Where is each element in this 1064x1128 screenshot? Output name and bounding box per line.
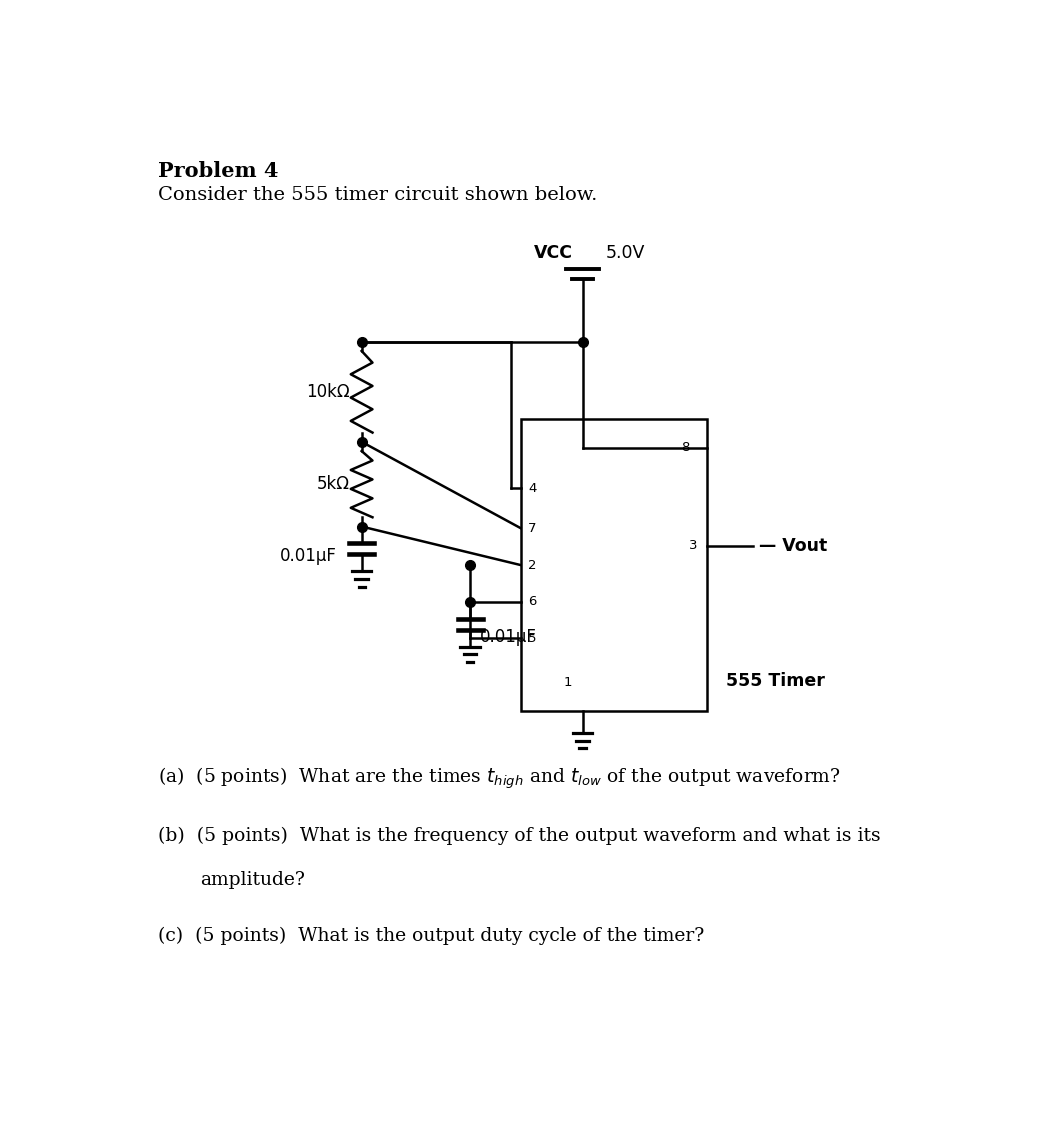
Text: 0.01μF: 0.01μF [280, 547, 337, 565]
Text: 2: 2 [528, 558, 536, 572]
Text: 1: 1 [563, 676, 571, 688]
Text: (c)  (5 points)  What is the output duty cycle of the timer?: (c) (5 points) What is the output duty c… [157, 927, 704, 945]
Text: 0.01μF: 0.01μF [480, 627, 536, 645]
Text: 8: 8 [681, 441, 689, 455]
Text: Consider the 555 timer circuit shown below.: Consider the 555 timer circuit shown bel… [157, 186, 597, 204]
Text: (b)  (5 points)  What is the frequency of the output waveform and what is its: (b) (5 points) What is the frequency of … [157, 827, 880, 845]
Text: 6: 6 [528, 596, 536, 608]
Text: (a)  (5 points)  What are the times $\mathit{t}_{high}$ and $\mathit{t}_{low}$ o: (a) (5 points) What are the times $\math… [157, 765, 841, 791]
Text: 4: 4 [528, 482, 536, 494]
Text: 5kΩ: 5kΩ [317, 475, 350, 493]
Text: — Vout: — Vout [760, 537, 828, 555]
Text: 10kΩ: 10kΩ [306, 382, 350, 400]
Text: 7: 7 [528, 521, 536, 535]
Text: Problem 4: Problem 4 [157, 161, 279, 180]
Text: 5.0V: 5.0V [605, 245, 645, 263]
Bar [520, 418, 706, 712]
Text: amplitude?: amplitude? [200, 872, 305, 890]
Text: VCC: VCC [533, 245, 572, 263]
Text: 555 Timer: 555 Timer [726, 671, 825, 689]
Text: 5: 5 [528, 632, 536, 645]
Text: 3: 3 [688, 539, 697, 553]
